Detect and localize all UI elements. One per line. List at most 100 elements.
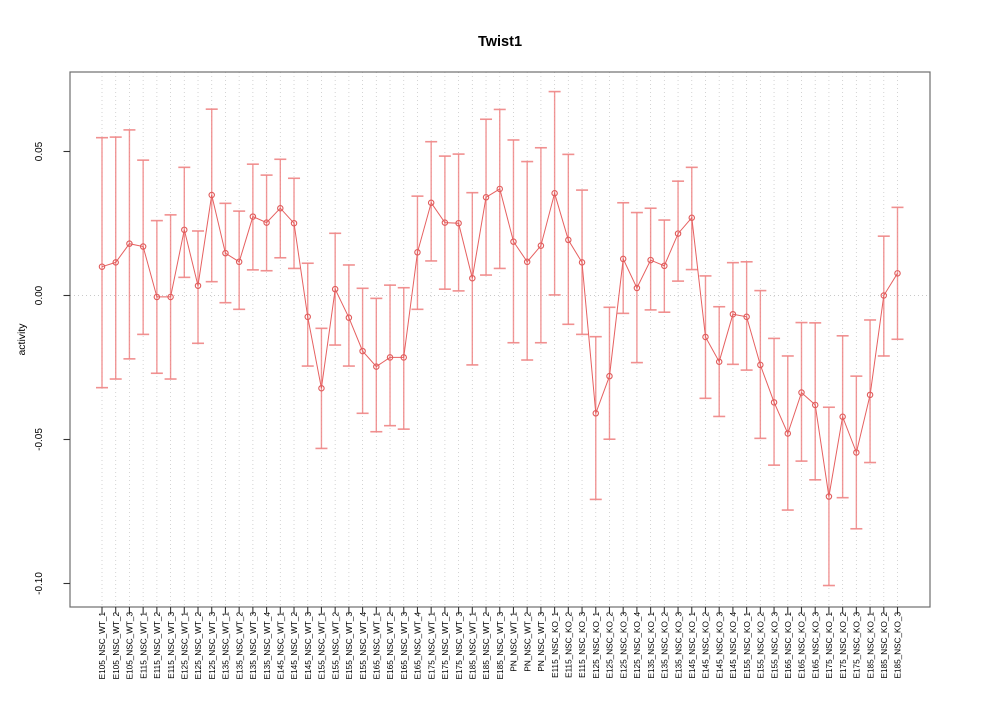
x-tick-label: E165_NSC_WT_1 xyxy=(373,612,382,680)
x-tick-label: E115_NSC_WT_2 xyxy=(153,612,162,679)
error-bar xyxy=(726,261,739,366)
data-point xyxy=(757,361,764,369)
y-tick-label: -0.10 xyxy=(34,572,45,595)
x-tick-label: E135_NSC_WT_1 xyxy=(222,612,231,680)
data-point xyxy=(866,391,874,399)
x-tick-label: E145_NSC_WT_1 xyxy=(277,612,286,680)
data-point xyxy=(441,219,449,226)
x-tick-label: E185_NSC_KO_3 xyxy=(894,612,903,679)
data-point xyxy=(304,313,311,321)
data-point xyxy=(386,354,394,361)
data-point xyxy=(318,384,325,392)
x-tick-label: E105_NSC_WT_2 xyxy=(112,612,121,680)
data-point xyxy=(427,199,435,207)
data-point xyxy=(345,314,353,321)
data-point xyxy=(249,213,257,220)
x-tick-label: E145_NSC_WT_3 xyxy=(304,612,313,680)
x-tick-label: E115_NSC_KO_2 xyxy=(565,612,574,678)
x-tick-label: E125_NSC_WT_3 xyxy=(208,612,217,680)
error-bar xyxy=(96,136,108,389)
data-point xyxy=(523,258,531,266)
data-point xyxy=(537,242,545,249)
x-tick-label: E145_NSC_KO_2 xyxy=(702,612,711,679)
data-point xyxy=(551,190,558,197)
x-tick-label: E175_NSC_WT_3 xyxy=(455,612,464,680)
data-point xyxy=(139,243,147,250)
x-tick-label: E175_NSC_WT_1 xyxy=(427,612,436,680)
x-tick-label: E145_NSC_WT_2 xyxy=(290,612,299,680)
data-point xyxy=(181,226,188,234)
error-bar xyxy=(644,207,657,311)
data-point xyxy=(112,259,119,266)
x-tick-label: E125_NSC_KO_1 xyxy=(592,612,601,679)
data-point xyxy=(592,410,600,417)
x-tick-label: PN_NSC_WT_2 xyxy=(523,612,532,672)
error-bar xyxy=(864,319,877,464)
data-point xyxy=(853,449,860,456)
x-tick-label: PN_NSC_WT_3 xyxy=(537,612,546,672)
data-point xyxy=(482,194,490,201)
x-tick-label: E185_NSC_KO_2 xyxy=(880,612,889,679)
data-point xyxy=(290,219,298,227)
data-point xyxy=(702,333,709,341)
data-point xyxy=(729,310,737,318)
x-tick-label: E185_NSC_KO_1 xyxy=(866,612,875,679)
x-tick-label: E175_NSC_KO_1 xyxy=(825,612,834,679)
series-line-layer xyxy=(101,188,898,497)
data-point xyxy=(414,249,421,256)
data-point xyxy=(359,347,366,355)
data-point xyxy=(565,236,572,244)
x-tick-label: E155_NSC_WT_2 xyxy=(331,612,340,680)
x-tick-label: E135_NSC_WT_4 xyxy=(263,612,272,680)
data-point xyxy=(798,389,805,396)
data-point xyxy=(153,293,161,301)
x-tick-label: E155_NSC_WT_3 xyxy=(345,612,354,680)
x-tick-label: E145_NSC_KO_4 xyxy=(729,612,738,679)
data-points-layer xyxy=(98,185,901,500)
data-point xyxy=(208,191,215,199)
x-tick-label: E135_NSC_WT_3 xyxy=(249,612,258,680)
data-point xyxy=(674,230,682,237)
data-point xyxy=(400,354,407,361)
data-point xyxy=(811,401,819,409)
data-point xyxy=(606,372,613,380)
x-tick-label: E155_NSC_KO_2 xyxy=(757,612,766,679)
x-tick-label: E125_NSC_WT_2 xyxy=(194,612,203,680)
x-tick-label: E125_NSC_WT_1 xyxy=(180,612,189,680)
data-point xyxy=(825,493,833,500)
x-tick-label: E135_NSC_KO_3 xyxy=(674,612,683,679)
error-bar xyxy=(192,230,205,345)
data-point xyxy=(619,255,627,263)
x-tick-label: E165_NSC_WT_3 xyxy=(400,612,409,680)
y-tick-label: 0.00 xyxy=(34,285,45,305)
error-bar xyxy=(795,321,808,462)
x-tick-label: E105_NSC_WT_3 xyxy=(126,612,135,680)
x-tick-label: E165_NSC_WT_4 xyxy=(414,612,423,680)
data-point xyxy=(715,358,723,365)
x-tick-label: E165_NSC_KO_2 xyxy=(798,612,807,679)
data-point xyxy=(743,313,750,321)
x-tick-label: E165_NSC_KO_1 xyxy=(784,612,793,679)
error-bar xyxy=(740,261,753,371)
x-tick-label: E125_NSC_KO_2 xyxy=(606,612,615,679)
series-line xyxy=(101,188,898,497)
data-point xyxy=(770,399,778,406)
x-tick-label: E145_NSC_KO_1 xyxy=(688,612,697,679)
y-tick-label: 0.05 xyxy=(34,141,45,161)
error-bar xyxy=(589,335,602,501)
error-bar xyxy=(315,327,328,450)
error-bar xyxy=(370,297,383,433)
grid-layer xyxy=(70,72,930,607)
data-point xyxy=(469,274,476,282)
y-axis-title: activity xyxy=(16,323,28,356)
x-tick-label: E165_NSC_KO_3 xyxy=(811,612,820,679)
data-point xyxy=(894,270,901,277)
error-bar xyxy=(233,210,246,311)
error-bar xyxy=(521,160,534,361)
error-bars-layer xyxy=(96,90,904,587)
data-point xyxy=(98,263,106,270)
x-tick-label: E155_NSC_KO_3 xyxy=(770,612,779,679)
x-tick-label: E185_NSC_WT_2 xyxy=(482,612,491,680)
x-tick-label: E115_NSC_KO_1 xyxy=(551,612,560,678)
